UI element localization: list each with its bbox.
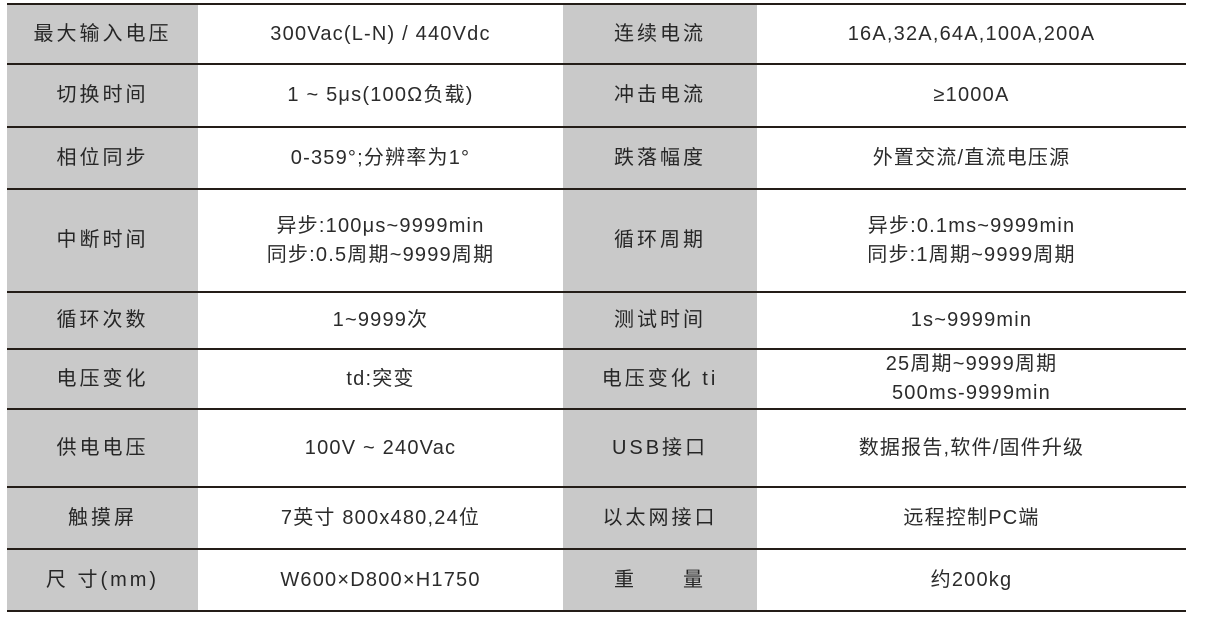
spec-value-line: 100V ~ 240Vac <box>304 436 457 459</box>
spec-label: 最大输入电压 <box>7 5 198 63</box>
spec-value: 7英寸 800x480,24位 <box>198 488 563 548</box>
spec-value: W600×D800×H1750 <box>198 550 563 610</box>
spec-value-line: 外置交流/直流电压源 <box>872 146 1071 169</box>
spec-value-line: ≥1000A <box>933 84 1010 106</box>
spec-value-line: 300Vac(L-N) / 440Vdc <box>270 22 491 45</box>
spec-value: 0-359°;分辨率为1° <box>198 128 563 188</box>
spec-label: 重 量 <box>563 550 757 610</box>
spec-label: 触摸屏 <box>7 488 198 548</box>
spec-value: 1~9999次 <box>198 293 563 348</box>
spec-value: 约200kg <box>757 550 1186 610</box>
spec-value: 远程控制PC端 <box>757 488 1186 548</box>
spec-value: td:突变 <box>198 350 563 408</box>
spec-label: 电压变化 <box>7 350 198 408</box>
spec-value-line: 异步:100μs~9999min <box>276 214 485 237</box>
spec-value: 外置交流/直流电压源 <box>757 128 1186 188</box>
spec-value-line: 25周期~9999周期 <box>885 353 1058 375</box>
spec-label: 尺 寸(mm) <box>7 550 198 610</box>
spec-value-line: 约200kg <box>930 568 1013 591</box>
table-row: 电压变化 td:突变 电压变化 ti 25周期~9999周期 500ms-999… <box>7 350 1186 410</box>
spec-value: 25周期~9999周期 500ms-9999min <box>757 350 1186 408</box>
spec-value-line: 1 ~ 5μs(100Ω负载) <box>287 84 474 106</box>
specification-table: 最大输入电压 300Vac(L-N) / 440Vdc 连续电流 16A,32A… <box>7 3 1186 612</box>
spec-value: 异步:0.1ms~9999min 同步:1周期~9999周期 <box>757 190 1186 291</box>
spec-value-line: 16A,32A,64A,100A,200A <box>847 22 1096 45</box>
spec-label: 循环周期 <box>563 190 757 291</box>
spec-label: 连续电流 <box>563 5 757 63</box>
spec-label: 跌落幅度 <box>563 128 757 188</box>
spec-label: 循环次数 <box>7 293 198 348</box>
spec-value: 异步:100μs~9999min 同步:0.5周期~9999周期 <box>198 190 563 291</box>
spec-value-line: 同步:0.5周期~9999周期 <box>266 243 495 266</box>
spec-value-line: 数据报告,软件/固件升级 <box>858 436 1085 459</box>
spec-value: ≥1000A <box>757 65 1186 126</box>
spec-value: 300Vac(L-N) / 440Vdc <box>198 5 563 63</box>
spec-label: USB接口 <box>563 410 757 486</box>
spec-value: 16A,32A,64A,100A,200A <box>757 5 1186 63</box>
spec-label: 相位同步 <box>7 128 198 188</box>
spec-value-line: 500ms-9999min <box>891 382 1051 404</box>
spec-value: 1 ~ 5μs(100Ω负载) <box>198 65 563 126</box>
table-row: 中断时间 异步:100μs~9999min 同步:0.5周期~9999周期 循环… <box>7 190 1186 293</box>
spec-value-line: 1~9999次 <box>332 309 429 331</box>
spec-label: 以太网接口 <box>563 488 757 548</box>
spec-value-line: 0-359°;分辨率为1° <box>290 146 471 169</box>
spec-value: 100V ~ 240Vac <box>198 410 563 486</box>
table-row: 切换时间 1 ~ 5μs(100Ω负载) 冲击电流 ≥1000A <box>7 65 1186 128</box>
spec-value-line: 1s~9999min <box>910 309 1033 331</box>
spec-value-line: 远程控制PC端 <box>903 506 1040 529</box>
spec-value-line: 同步:1周期~9999周期 <box>867 243 1076 266</box>
table-row: 供电电压 100V ~ 240Vac USB接口 数据报告,软件/固件升级 <box>7 410 1186 488</box>
spec-value: 数据报告,软件/固件升级 <box>757 410 1186 486</box>
table-row: 尺 寸(mm) W600×D800×H1750 重 量 约200kg <box>7 550 1186 612</box>
spec-value-line: W600×D800×H1750 <box>280 568 481 591</box>
spec-label: 测试时间 <box>563 293 757 348</box>
table-row: 触摸屏 7英寸 800x480,24位 以太网接口 远程控制PC端 <box>7 488 1186 550</box>
table-row: 最大输入电压 300Vac(L-N) / 440Vdc 连续电流 16A,32A… <box>7 5 1186 65</box>
table-row: 循环次数 1~9999次 测试时间 1s~9999min <box>7 293 1186 350</box>
spec-label: 供电电压 <box>7 410 198 486</box>
spec-value-line: 异步:0.1ms~9999min <box>867 214 1076 237</box>
spec-label: 电压变化 ti <box>563 350 757 408</box>
spec-label: 切换时间 <box>7 65 198 126</box>
spec-label: 冲击电流 <box>563 65 757 126</box>
spec-value-line: 7英寸 800x480,24位 <box>280 506 481 529</box>
spec-value: 1s~9999min <box>757 293 1186 348</box>
table-row: 相位同步 0-359°;分辨率为1° 跌落幅度 外置交流/直流电压源 <box>7 128 1186 190</box>
spec-value-line: td:突变 <box>346 367 415 390</box>
spec-label: 中断时间 <box>7 190 198 291</box>
